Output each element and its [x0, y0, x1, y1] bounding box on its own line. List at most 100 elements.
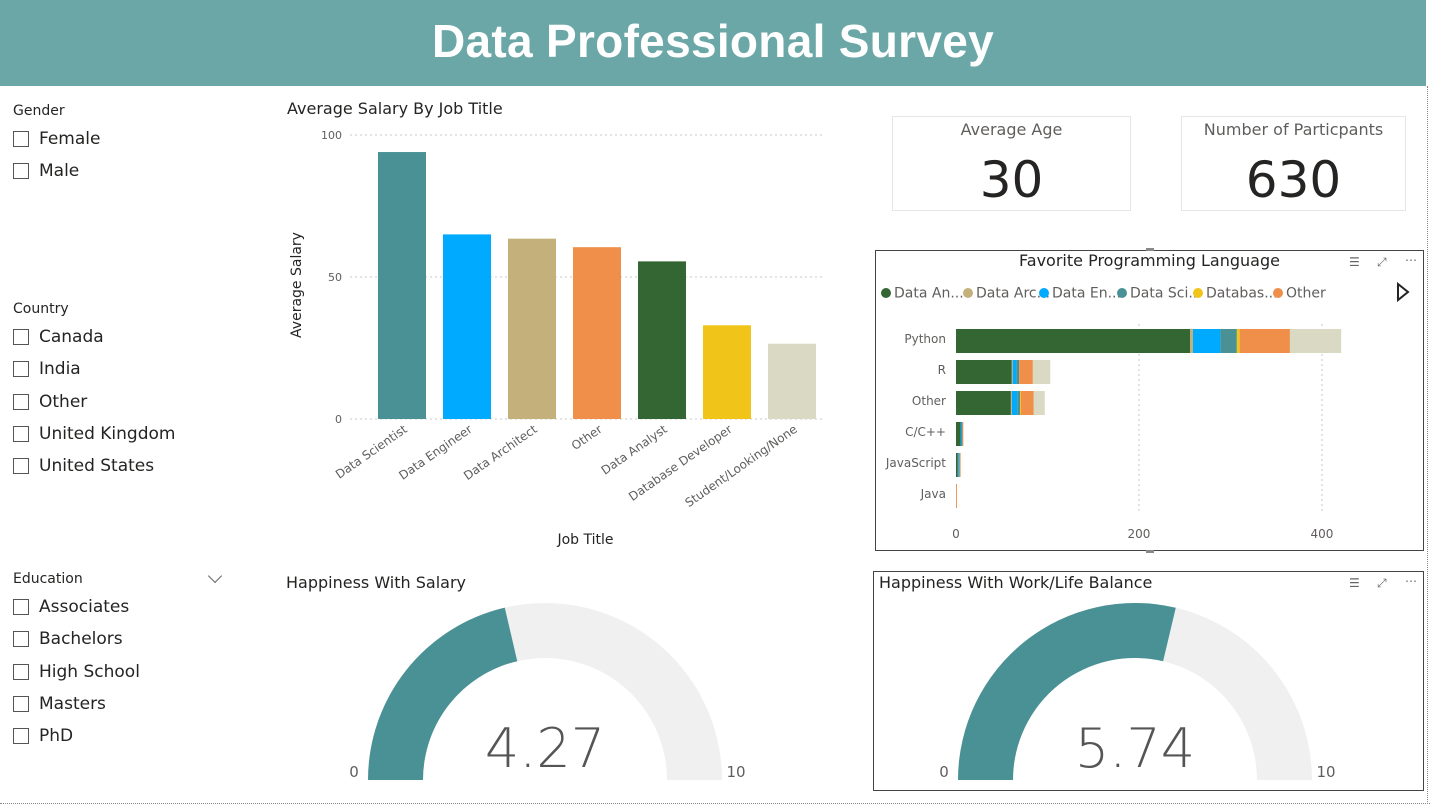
country-option-united-kingdom[interactable]: United Kingdom [13, 424, 175, 444]
legend-label: Other [1286, 286, 1326, 302]
bar-segment [1220, 329, 1237, 353]
checkbox[interactable] [13, 458, 29, 474]
country-option-other[interactable]: Other [13, 392, 87, 412]
education-option-high-school[interactable]: High School [13, 662, 140, 682]
average-age-card: Average Age 30 [892, 116, 1131, 211]
salary-chart-title: Average Salary By Job Title [287, 99, 503, 118]
education-option-associates[interactable]: Associates [13, 597, 129, 617]
resize-handle[interactable] [1146, 550, 1154, 553]
gender-slicer-title: Gender [13, 103, 65, 119]
bar-segment [961, 422, 963, 446]
participants-value: 630 [1245, 151, 1342, 209]
checkbox[interactable] [13, 728, 29, 744]
bar-segment [1020, 391, 1021, 415]
checkbox[interactable] [13, 329, 29, 345]
option-label: Bachelors [39, 629, 123, 649]
bar-segment [962, 422, 964, 446]
option-label: PhD [39, 726, 74, 746]
y-tick-label: R [938, 363, 946, 377]
checkbox[interactable] [13, 163, 29, 179]
option-label: Female [39, 129, 101, 149]
legend-marker [1193, 288, 1203, 298]
x-tick-label: Other [569, 422, 605, 453]
worklife-visual-frame[interactable] [873, 571, 1424, 791]
focus-mode-icon[interactable]: ⤢ [1377, 255, 1387, 269]
bar-segment [1239, 329, 1290, 353]
education-slicer-title: Education [13, 571, 83, 587]
option-label: Masters [39, 694, 106, 714]
bar [508, 238, 556, 419]
y-tick-label: 50 [328, 271, 342, 284]
average-age-label: Average Age [960, 120, 1063, 139]
salary-happiness-gauge: 4.27 0 10 [349, 603, 746, 781]
legend-next-arrow [1397, 281, 1410, 303]
filter-icon[interactable]: ☰ [1349, 576, 1360, 590]
bar-segment [956, 329, 1191, 353]
gauge-fill [958, 603, 1176, 780]
education-option-bachelors[interactable]: Bachelors [13, 629, 123, 649]
bar-segment [956, 422, 961, 446]
x-axis-label: Job Title [556, 532, 613, 548]
more-options-icon[interactable]: ⋯ [1405, 253, 1417, 267]
option-label: High School [39, 662, 140, 682]
checkbox[interactable] [13, 696, 29, 712]
gauge-min-label: 0 [939, 763, 949, 781]
checkbox[interactable] [13, 599, 29, 615]
option-label: Male [39, 161, 80, 181]
x-tick-label: 0 [952, 527, 960, 541]
option-label: Other [39, 392, 88, 412]
legend-marker [963, 288, 973, 298]
legend-marker [1117, 288, 1127, 298]
option-label: Associates [39, 597, 130, 617]
country-option-canada[interactable]: Canada [13, 327, 104, 347]
worklife-happiness-gauge: 5.74 0 10 [939, 603, 1336, 781]
programming-language-chart: Data An... Data Arc... Data En... Data Sci.… [881, 281, 1410, 541]
page-title: Data Professional Survey [432, 15, 994, 67]
bar-segment [1017, 391, 1021, 415]
checkbox[interactable] [13, 361, 29, 377]
focus-mode-icon[interactable]: ⤢ [1377, 576, 1387, 590]
bar-segment [1289, 329, 1342, 353]
bar-segment [959, 453, 961, 477]
legend-marker [1039, 288, 1049, 298]
bar [378, 152, 426, 419]
bar-segment [958, 453, 960, 477]
bar-segment [1020, 391, 1034, 415]
bar [573, 247, 621, 419]
legend-label: Databas... [1206, 286, 1278, 302]
bar-segment [1010, 391, 1012, 415]
gauge-min-label: 0 [349, 763, 359, 781]
salary-gauge-title: Happiness With Salary [286, 573, 467, 592]
participants-card: Number of Particpants 630 [1181, 116, 1406, 211]
participants-label: Number of Particpants [1203, 120, 1384, 139]
header-banner: Data Professional Survey [0, 0, 1426, 86]
country-option-united-states[interactable]: United States [13, 456, 154, 476]
y-tick-label: 100 [321, 129, 342, 142]
option-label: United States [39, 456, 155, 476]
checkbox[interactable] [13, 426, 29, 442]
gauge-max-label: 10 [1316, 763, 1335, 781]
bar [703, 325, 751, 419]
option-label: United Kingdom [39, 424, 176, 444]
education-option-phd[interactable]: PhD [13, 726, 73, 746]
bar-segment [1032, 360, 1051, 384]
y-tick-label: C/C++ [905, 425, 946, 439]
checkbox[interactable] [13, 394, 29, 410]
filter-icon[interactable]: ☰ [1349, 255, 1360, 269]
checkbox[interactable] [13, 664, 29, 680]
checkbox[interactable] [13, 131, 29, 147]
chevron-down-icon[interactable] [207, 568, 223, 584]
gauge-value: 4.27 [485, 717, 605, 780]
more-options-icon[interactable]: ⋯ [1405, 574, 1417, 588]
country-option-india[interactable]: India [13, 359, 81, 379]
legend-label: Data An... [894, 286, 964, 302]
education-option-masters[interactable]: Masters [13, 694, 106, 714]
gender-option-male[interactable]: Male [13, 161, 79, 181]
gauge-max-label: 10 [726, 763, 745, 781]
page-border-bottom [0, 803, 1430, 804]
checkbox[interactable] [13, 631, 29, 647]
gauge-value: 5.74 [1075, 717, 1195, 780]
gender-option-female[interactable]: Female [13, 129, 100, 149]
resize-handle[interactable] [1146, 248, 1154, 251]
